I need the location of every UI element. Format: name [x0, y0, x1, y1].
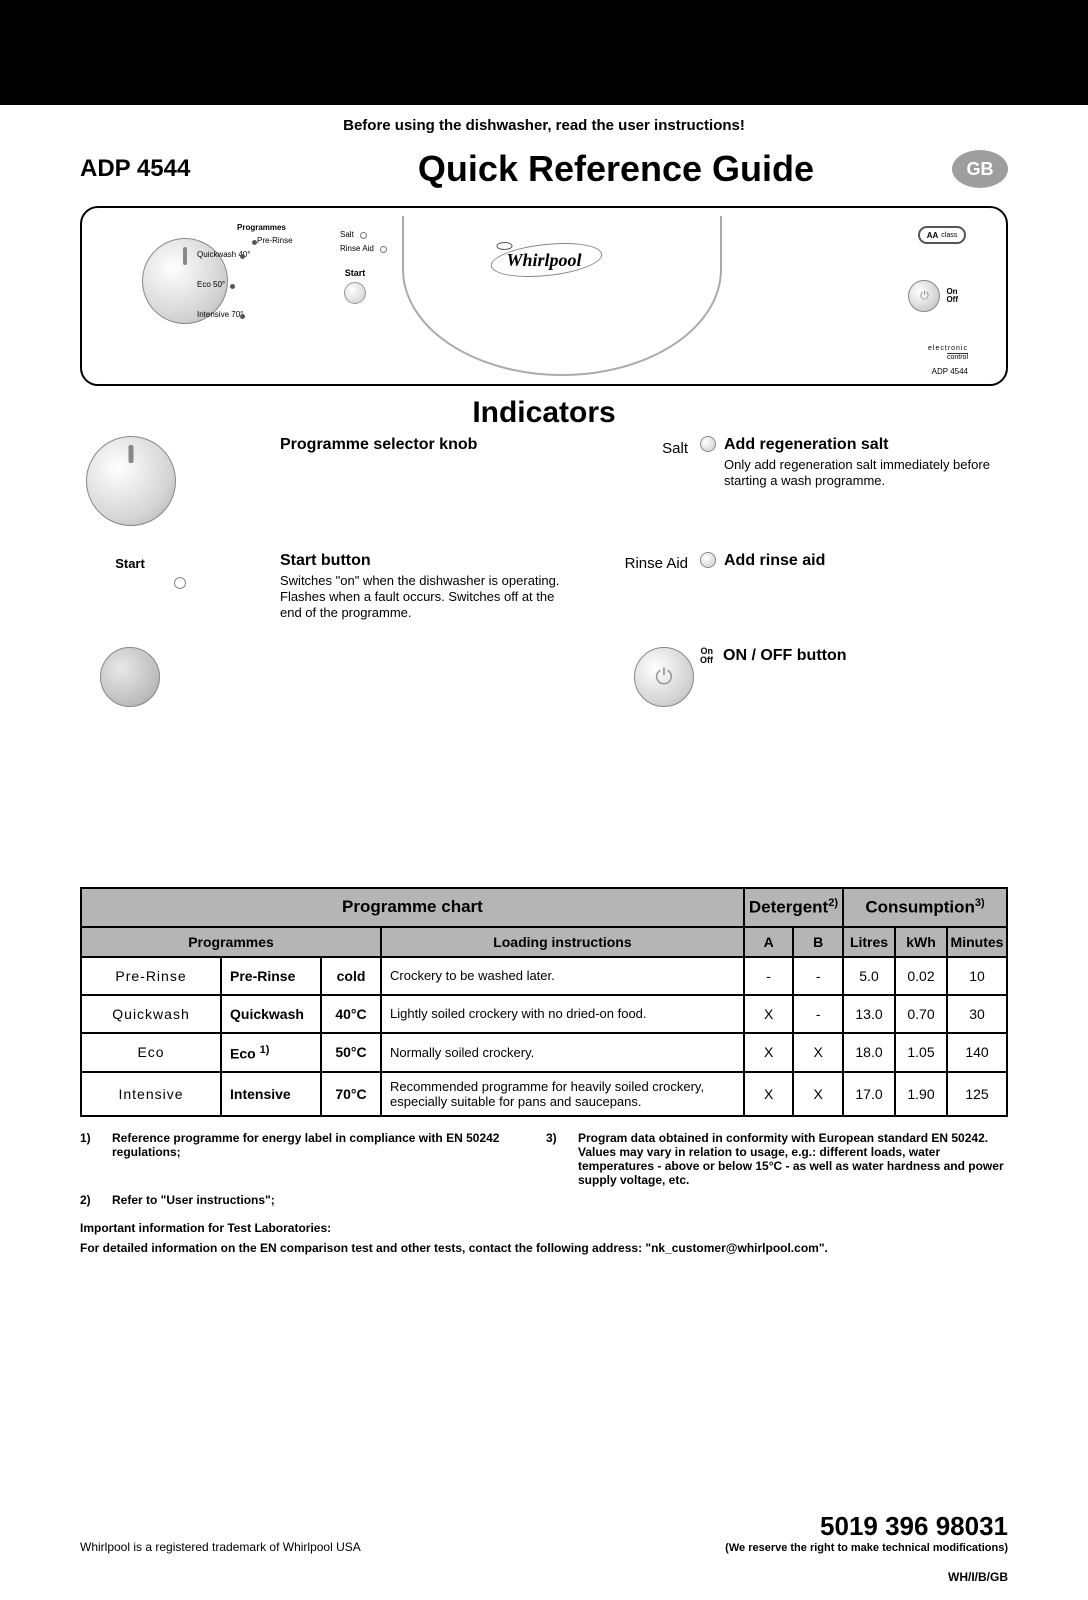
rinse-cell: Add rinse aid: [700, 552, 1080, 570]
start-heading: Start button: [280, 552, 580, 570]
footnote-text: Program data obtained in conformity with…: [578, 1131, 1008, 1187]
control-panel-diagram: Programmes Pre-Rinse Quickwash 40° Eco 5…: [80, 206, 1008, 386]
salt-heading: Add regeneration salt: [724, 436, 1080, 454]
onoff-panel-block: ⏻ OnOff: [908, 280, 958, 312]
footnote-num: 2): [80, 1193, 108, 1207]
onoff-cell: On Off ON / OFF button: [700, 647, 1080, 665]
row-temp: cold: [321, 957, 381, 995]
col-minutes: Minutes: [947, 927, 1007, 957]
start-mid-label: Start: [80, 556, 180, 571]
start-block: Start: [344, 268, 366, 304]
rinse-heading: Add rinse aid: [724, 552, 1080, 570]
row-graphic: Pre-Rinse: [81, 957, 221, 995]
led-icon: [700, 436, 716, 452]
salt-cell: Add regeneration salt Only add regenerat…: [700, 436, 1080, 489]
table-header-row-1: Programme chart Detergent2) Consumption3…: [81, 888, 1007, 927]
dot-icon: [240, 314, 245, 319]
warning-text: Before using the dishwasher, read the us…: [0, 117, 1088, 134]
row-instruct: Crockery to be washed later.: [381, 957, 744, 995]
lab-info-text: For detailed information on the EN compa…: [80, 1241, 1008, 1255]
trademark-text: Whirlpool is a registered trademark of W…: [80, 1540, 361, 1554]
chart-title: Programme chart: [81, 888, 744, 927]
reserve-text: (We reserve the right to make technical …: [725, 1542, 1008, 1554]
selector-heading-block: Programme selector knob: [280, 436, 580, 454]
programmes-header: Programmes: [81, 927, 381, 957]
col-kwh: kWh: [895, 927, 947, 957]
table-row: Eco Eco 1) 50°C Normally soiled crockery…: [81, 1033, 1007, 1073]
header-row: ADP 4544 Quick Reference Guide GB: [0, 134, 1088, 198]
black-header-bar: [0, 0, 1088, 105]
dot-icon: [230, 284, 235, 289]
footnote-num: 1): [80, 1131, 108, 1187]
footnote-text: Reference programme for energy label in …: [112, 1131, 542, 1187]
col-a: A: [744, 927, 794, 957]
power-button-icon: ⏻: [908, 280, 940, 312]
table-row: Intensive Intensive 70°C Recommended pro…: [81, 1072, 1007, 1116]
aa-text: AA: [927, 231, 939, 240]
footnote-text: Refer to "User instructions";: [112, 1193, 542, 1207]
rinse-small-label: Rinse Aid: [340, 242, 374, 256]
start-button-icon: [344, 282, 366, 304]
salt-desc: Only add regeneration salt immediately b…: [724, 457, 1014, 489]
page-title: Quick Reference Guide: [280, 148, 952, 190]
dot-icon: [252, 240, 257, 245]
eco-label: Eco 50°: [197, 280, 225, 289]
table-header-row-2: Programmes Loading instructions A B Litr…: [81, 927, 1007, 957]
col-b: B: [793, 927, 843, 957]
col-litres: Litres: [843, 927, 895, 957]
electronic-control-label: electronic control: [928, 345, 968, 362]
prerinse-label: Pre-Rinse: [257, 236, 293, 245]
part-number-block: 5019 396 98031 (We reserve the right to …: [725, 1511, 1008, 1554]
brand-logo: Whirlpool: [506, 250, 581, 271]
indicators-grid: Programme selector knob Salt Add regener…: [0, 430, 1088, 707]
programmes-label: Programmes: [237, 223, 286, 232]
power-button-large-icon: ⏻: [634, 647, 694, 707]
start-desc: Switches "on" when the dishwasher is ope…: [280, 573, 570, 621]
panel-model-label: ADP 4544: [932, 367, 968, 376]
led-icon: [360, 232, 367, 239]
led-icon: [174, 577, 186, 589]
onoff-mid-block: ⏻: [580, 647, 700, 707]
onoff-labels: OnOff: [946, 288, 958, 304]
gray-button-block: [80, 647, 280, 707]
intensive-label: Intensive 70°: [197, 310, 243, 319]
loading-header: Loading instructions: [381, 927, 744, 957]
start-heading-block: Start button Switches "on" when the dish…: [280, 552, 580, 621]
salt-small-label: Salt: [340, 228, 354, 242]
indicators-heading: Indicators: [0, 396, 1088, 430]
onoff-heading: ON / OFF button: [723, 647, 847, 665]
part-number: 5019 396 98031: [725, 1511, 1008, 1542]
button-icon: [100, 647, 160, 707]
aa-class-badge: AA class: [918, 226, 966, 244]
table-row: Quickwash Quickwash 40°C Lightly soiled …: [81, 995, 1007, 1033]
footnotes: 1) Reference programme for energy label …: [80, 1131, 1008, 1255]
start-small-label: Start: [344, 268, 366, 278]
doc-code: WH/I/B/GB: [948, 1570, 1008, 1584]
start-label-block: Start: [80, 552, 280, 589]
language-badge: GB: [952, 150, 1008, 188]
programme-chart-table: Programme chart Detergent2) Consumption3…: [80, 887, 1008, 1117]
brand-text: Whirlpool: [506, 250, 581, 270]
detergent-header: Detergent2): [744, 888, 843, 927]
selector-knob-large-icon: [86, 436, 176, 526]
consumption-header: Consumption3): [843, 888, 1007, 927]
table-row: Pre-Rinse Pre-Rinse cold Crockery to be …: [81, 957, 1007, 995]
dot-icon: [240, 254, 245, 259]
onoff-small-labels: On Off: [700, 647, 723, 665]
door-curve-icon: [402, 216, 722, 376]
footer: Whirlpool is a registered trademark of W…: [80, 1511, 1008, 1554]
panel-indicator-leds: Salt Rinse Aid: [340, 228, 387, 256]
aa-sub: class: [941, 232, 957, 239]
lab-info-heading: Important information for Test Laborator…: [80, 1221, 1008, 1235]
led-icon: [700, 552, 716, 568]
model-number: ADP 4544: [80, 155, 280, 183]
footnote-num: 3): [546, 1131, 574, 1187]
selector-heading: Programme selector knob: [280, 436, 580, 454]
rinse-label-mid: Rinse Aid: [580, 552, 700, 572]
row-name: Eco 1): [221, 1033, 321, 1073]
salt-label-mid: Salt: [580, 436, 700, 457]
row-name: Pre-Rinse: [221, 957, 321, 995]
selector-knob-block: [80, 436, 280, 526]
led-icon: [380, 246, 387, 253]
